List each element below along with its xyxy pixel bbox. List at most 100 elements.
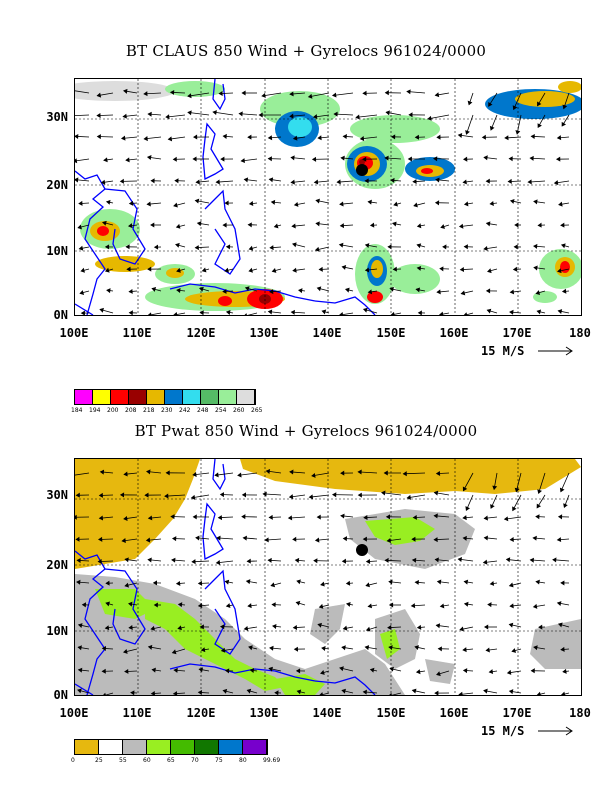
wind-vector-head [553,180,559,186]
wind-vector-head [342,536,348,542]
wind-vector-head [242,535,247,541]
colorbar-swatch [99,740,123,754]
wind-vector-head [225,244,231,250]
wind-vector-head [289,469,294,475]
wind-vector-head [387,244,392,250]
wind-vector-head [292,135,298,141]
lon-label-130e-2: 130E [249,706,279,720]
wind-vector-head [169,90,175,95]
wind-vector-head [508,582,514,588]
wind-vector-head [244,286,250,292]
wind-vector-head [268,177,274,183]
wind-vector-head [197,603,203,609]
wind-vector-head [314,246,320,252]
wind-vector-head [416,265,422,271]
colorbar-tick-label: 184 [71,407,83,414]
wind-vector-head [198,667,204,673]
wind-vector-head [512,506,517,512]
wind-vector-head [483,535,488,541]
wind-vector-head [561,288,567,294]
wind-vector-head [269,645,274,651]
wind-vector-head [435,470,441,476]
wind-vector-head [147,515,153,521]
wind-vector-head [436,134,441,140]
colorbar-tick-label: 60 [143,757,151,764]
wind-vector-head [342,625,348,631]
wind-vector-head [123,649,128,654]
wind-vector-head [78,200,83,206]
wind-vector-head [262,491,267,497]
wind-vector-head [261,93,266,98]
wind-vector-head [339,666,344,672]
wind-vector-head [359,136,365,142]
wind-vector-head [104,267,110,273]
wind-vector-head [357,492,362,498]
wind-vector-head [289,113,294,119]
wind-vector-head [560,580,565,586]
wind-vector-head [390,311,395,315]
wind-vector-head [508,156,513,162]
wind-vector-head [173,202,178,208]
wind-vector-head [173,667,178,673]
wind-vector-head [362,307,368,313]
wind-vector-head [320,670,325,675]
wind-vector-head [153,602,158,608]
wind-vector-head [442,244,447,250]
lon-label-170e: 170E [502,326,532,340]
wind-vector-head [147,312,152,315]
wind-vector-head [388,579,393,585]
wind-vector-head [222,688,228,694]
wind-vector-head [557,309,563,314]
wind-vector-head [560,243,566,249]
colorbar-tick-label: 0 [71,757,75,764]
colorbar-tick-label: 242 [179,407,191,414]
wind-vector-head [321,309,327,315]
wind-vector-head [485,221,491,227]
wind-vector-head [151,287,157,292]
wind-vector-head [246,558,251,564]
wind-vector-head [345,580,351,586]
wind-vector-head [194,245,199,251]
wind-vector-head [290,179,295,185]
wind-vector-head [362,90,367,96]
wind-vector-head [200,647,206,653]
wind-vector-head [288,494,294,500]
wind-vector-head [339,223,345,229]
wind-vector-head [244,313,247,315]
wind-vector-head [463,579,469,585]
wind-vector-head [80,267,85,273]
wind-vector-head [171,557,176,563]
wind-vector-head [535,514,540,520]
colorbar-swatch [219,390,237,404]
colorbar-swatch [93,390,111,404]
wind-vector-head [264,537,269,543]
wind-vector-head [463,244,468,250]
wind-vector-head [537,101,542,107]
wind-vector-head [532,535,537,541]
wind-vector-head [484,624,489,630]
colorbar-tick-label: 75 [215,757,223,764]
wind-vector-head [556,135,562,141]
wind-vector-head [436,289,441,295]
wind-vector-head [218,90,223,96]
wind-vector-head [271,268,277,273]
wind-vector-head [408,112,413,118]
lon-label-100e-2: 100E [59,706,89,720]
wind-vector-head [508,689,514,695]
wind-vector-head [485,647,490,653]
lon-label-180-2: 180 [569,706,591,720]
wind-vector [391,692,402,695]
wind-vector-head [225,603,231,609]
lon-label-120e-2: 120E [186,706,216,720]
wind-vector-head [194,198,200,204]
wind-vector-head [392,221,397,227]
wind-vector-head [222,133,227,139]
wind-vector-head [336,179,341,185]
wind-vector-head [175,223,181,229]
wind-vector-head [237,472,242,478]
colorbar-tick-label: 248 [197,407,209,414]
lon-label-170e-2: 170E [502,706,532,720]
wind-vector-head [268,666,273,672]
wind-vector-head [318,266,323,272]
wind-vector-head [320,581,325,587]
